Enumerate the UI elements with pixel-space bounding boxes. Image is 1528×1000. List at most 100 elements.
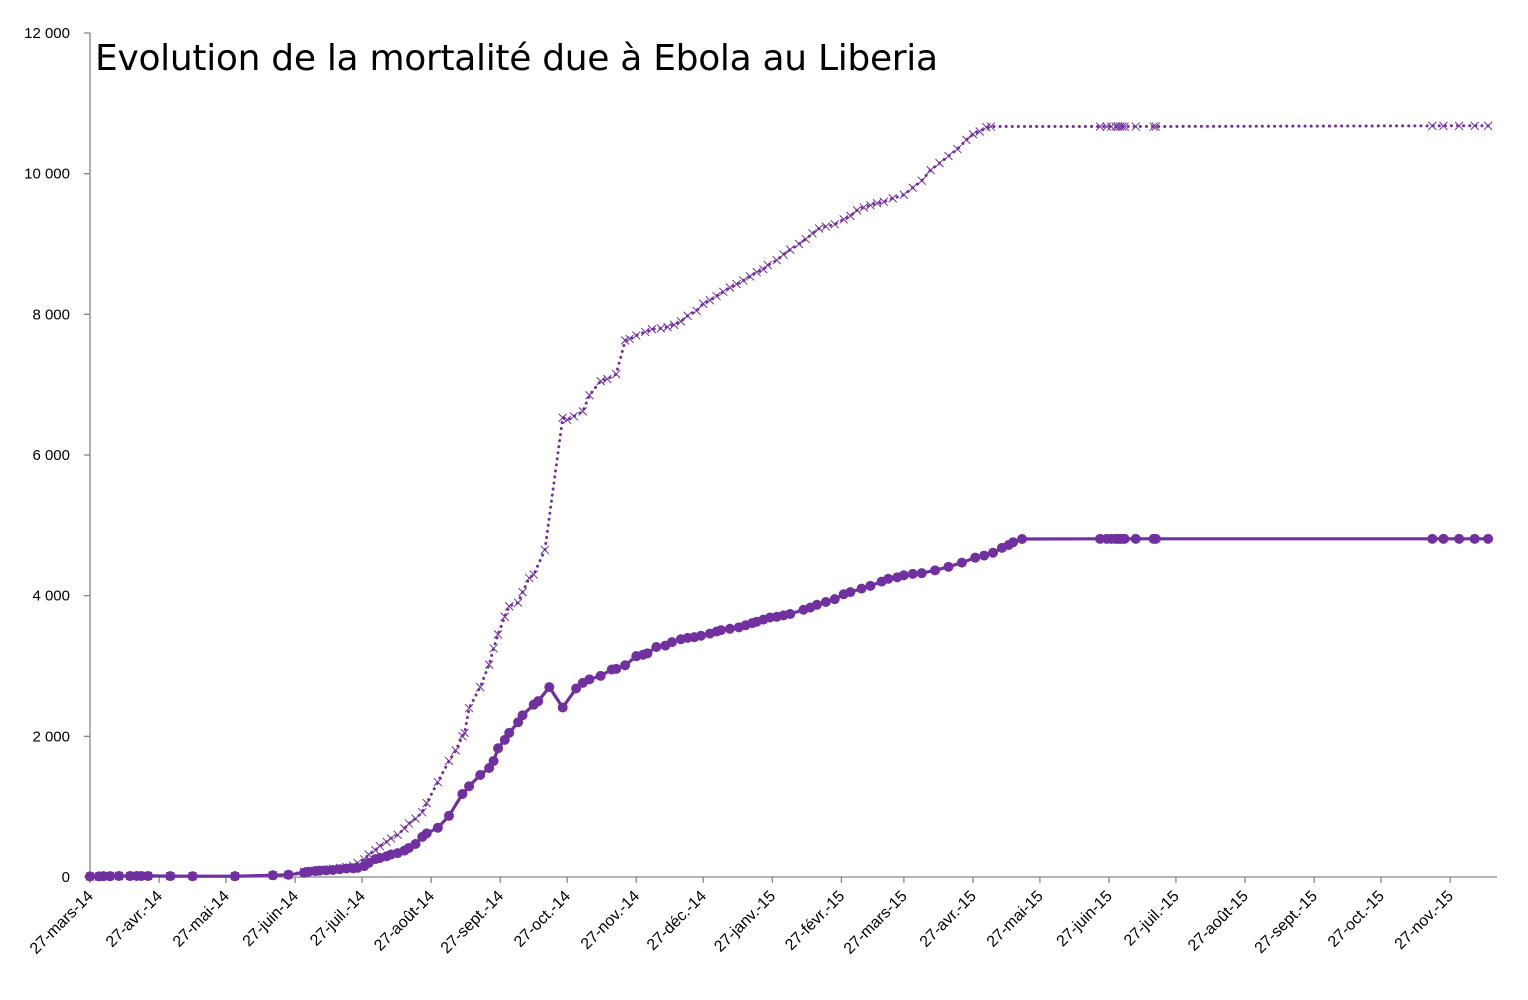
x-tick-label: 27-nov.-14 [578, 888, 643, 953]
data-point [142, 870, 153, 881]
data-point [484, 660, 494, 669]
data-point [432, 822, 443, 833]
data-point [517, 710, 528, 721]
data-point [705, 295, 715, 305]
data-point [772, 255, 782, 265]
data-point [975, 127, 985, 136]
x-tick-label: 27-sept.-14 [438, 888, 507, 957]
data-point [504, 727, 515, 738]
data-point [883, 573, 894, 584]
data-point [872, 198, 882, 208]
data-point [1130, 533, 1141, 544]
x-tick-label: 27-août-15 [1185, 888, 1252, 955]
data-point [513, 598, 523, 608]
data-point [464, 703, 474, 713]
data-point [724, 623, 735, 634]
x-tick-label: 27-juil.-14 [307, 888, 369, 950]
data-point [421, 828, 432, 839]
data-point [422, 798, 432, 808]
data-point [961, 135, 971, 145]
data-point [898, 570, 909, 581]
data-point [811, 599, 822, 610]
data-point [1115, 122, 1125, 131]
data-point [625, 334, 634, 344]
data-point [651, 642, 662, 653]
data-point [475, 770, 486, 781]
data-point [457, 789, 468, 800]
data-point [718, 287, 728, 297]
x-tick-label: 27-déc.-14 [644, 888, 710, 954]
data-point [488, 755, 499, 766]
data-point [557, 702, 568, 713]
data-point [1438, 533, 1449, 544]
x-tick-label: 27-janv.-15 [711, 888, 779, 956]
data-point [410, 838, 421, 849]
data-point [386, 833, 396, 843]
x-axis-ticks: 27-mars-14 27-avr.-14 27-mai-14 27-juin-14 2… [27, 877, 1457, 958]
data-point [763, 260, 773, 270]
data-point [1483, 533, 1494, 544]
data-point [1454, 533, 1465, 544]
data-point [165, 871, 176, 882]
data-point [113, 871, 124, 882]
data-point [1095, 122, 1105, 131]
data-point [460, 728, 469, 738]
data-point [944, 151, 953, 161]
data-point [620, 660, 631, 671]
data-point [267, 870, 278, 881]
data-point [1106, 122, 1116, 131]
data-point [562, 415, 572, 425]
data-point [417, 807, 427, 817]
data-point [375, 841, 385, 851]
data-point [785, 245, 795, 254]
data-point [544, 682, 555, 693]
data-point [578, 407, 588, 416]
data-point [585, 390, 594, 400]
data-point [518, 587, 527, 597]
data-point [899, 190, 909, 200]
data-point [493, 743, 504, 754]
x-tick-label: 27-avr.-15 [917, 888, 980, 951]
data-point [229, 871, 240, 882]
data-point [852, 205, 862, 215]
data-point [917, 176, 927, 186]
data-point [669, 320, 679, 330]
data-point [1113, 122, 1123, 131]
series-line [90, 537, 1489, 878]
data-point [611, 663, 622, 674]
data-point [859, 203, 869, 212]
data-point [533, 696, 544, 707]
data-point [953, 144, 962, 154]
data-point [698, 299, 708, 309]
data-point [712, 291, 721, 301]
data-point [602, 374, 612, 384]
data-point [801, 234, 811, 244]
y-tick-label: 4 000 [32, 588, 70, 605]
data-point [433, 777, 443, 787]
x-tick-label: 27-mai-15 [984, 888, 1047, 951]
data-point [1149, 122, 1158, 131]
data-point [85, 871, 95, 882]
data-point [569, 411, 579, 421]
data-point [1427, 533, 1438, 544]
data-point [683, 311, 692, 321]
data-point [988, 547, 999, 558]
data-point [540, 545, 550, 555]
y-tick-label: 2 000 [32, 728, 70, 745]
data-point [444, 756, 454, 766]
data-point [1469, 533, 1480, 544]
data-point [908, 183, 918, 193]
data-point [676, 317, 686, 326]
y-tick-label: 8 000 [32, 306, 70, 323]
data-point [745, 271, 755, 281]
data-point [935, 158, 944, 168]
data-point [839, 215, 849, 224]
data-point [738, 276, 748, 285]
data-point [1008, 537, 1019, 548]
x-tick-label: 27-mars-14 [27, 888, 97, 958]
data-point [1119, 533, 1130, 544]
data-point [611, 369, 621, 379]
data-point [1439, 121, 1448, 131]
